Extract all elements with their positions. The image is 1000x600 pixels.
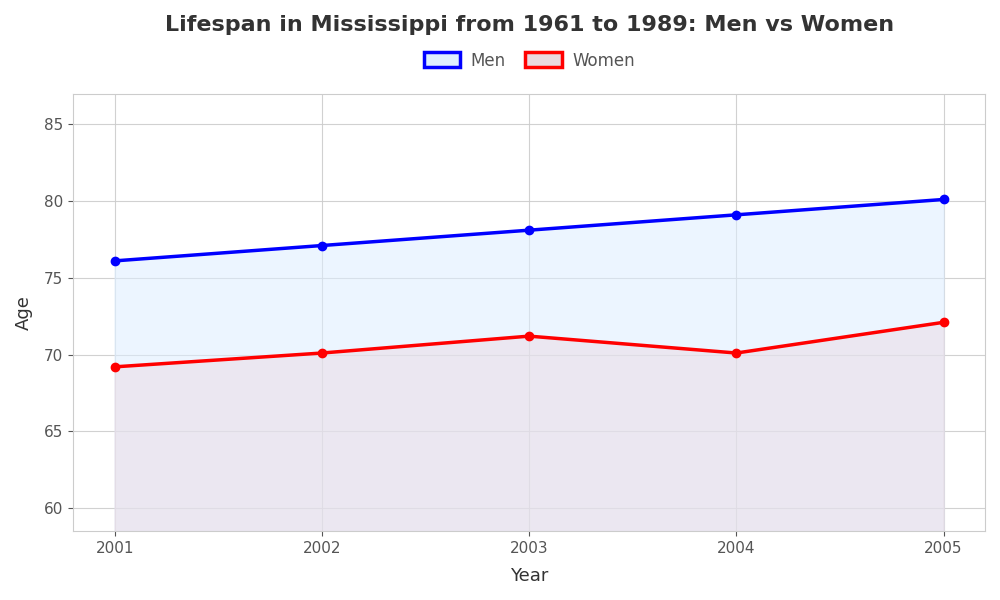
Y-axis label: Age: Age: [15, 295, 33, 330]
X-axis label: Year: Year: [510, 567, 548, 585]
Title: Lifespan in Mississippi from 1961 to 1989: Men vs Women: Lifespan in Mississippi from 1961 to 198…: [165, 15, 894, 35]
Legend: Men, Women: Men, Women: [417, 45, 641, 76]
